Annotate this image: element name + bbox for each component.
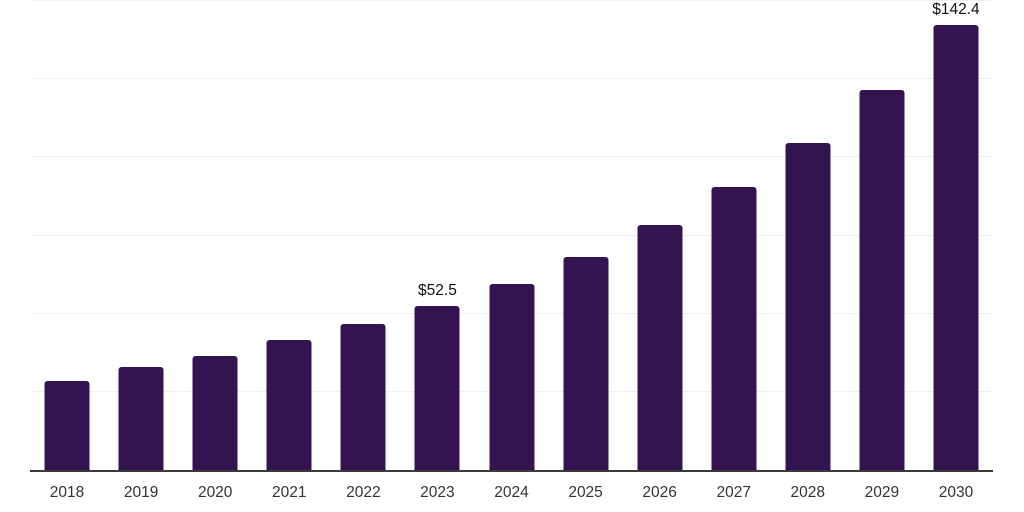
- bar-2028: [785, 142, 831, 470]
- x-tick-label-2027: 2027: [716, 484, 751, 501]
- bar-2025: [563, 257, 609, 470]
- x-tick-label-2028: 2028: [790, 484, 826, 501]
- x-axis-labels: 2018 2019 2020 2021 2022 2023 2024 2025 2026 2027…: [30, 484, 993, 506]
- x-tick-label-2022: 2022: [346, 484, 381, 501]
- bar-2020: [192, 355, 238, 470]
- gridline: [30, 156, 993, 158]
- bar-2022: [340, 324, 386, 470]
- x-tick-label-2026: 2026: [642, 484, 677, 501]
- bar-2029: [859, 89, 905, 470]
- bar-2030: [933, 24, 979, 470]
- gridline: [30, 234, 993, 236]
- gridline: [30, 78, 993, 80]
- bar-2026: [637, 224, 683, 470]
- x-tick-label-2018: 2018: [49, 484, 85, 501]
- x-tick-label-2020: 2020: [197, 484, 233, 501]
- bar-2018: [44, 380, 90, 470]
- x-tick-label-2025: 2025: [568, 484, 603, 501]
- x-tick-label-2030: 2030: [938, 484, 974, 501]
- bar-2027: [711, 187, 757, 470]
- bar-2023: [414, 305, 460, 470]
- x-tick-label-2024: 2024: [494, 484, 529, 501]
- bar-2021: [266, 339, 312, 470]
- x-tick-label-2019: 2019: [123, 484, 159, 501]
- x-tick-label-2021: 2021: [272, 484, 307, 501]
- gridline: [30, 0, 993, 1]
- bar-value-label-2023: $52.5: [418, 281, 457, 299]
- plot-area: $52.5 $142.4: [30, 0, 993, 472]
- bar-2019: [118, 367, 164, 470]
- x-tick-label-2029: 2029: [864, 484, 900, 501]
- bar-value-label-2030: $142.4: [932, 0, 980, 18]
- x-tick-label-2023: 2023: [420, 484, 455, 501]
- bar-2024: [489, 284, 534, 470]
